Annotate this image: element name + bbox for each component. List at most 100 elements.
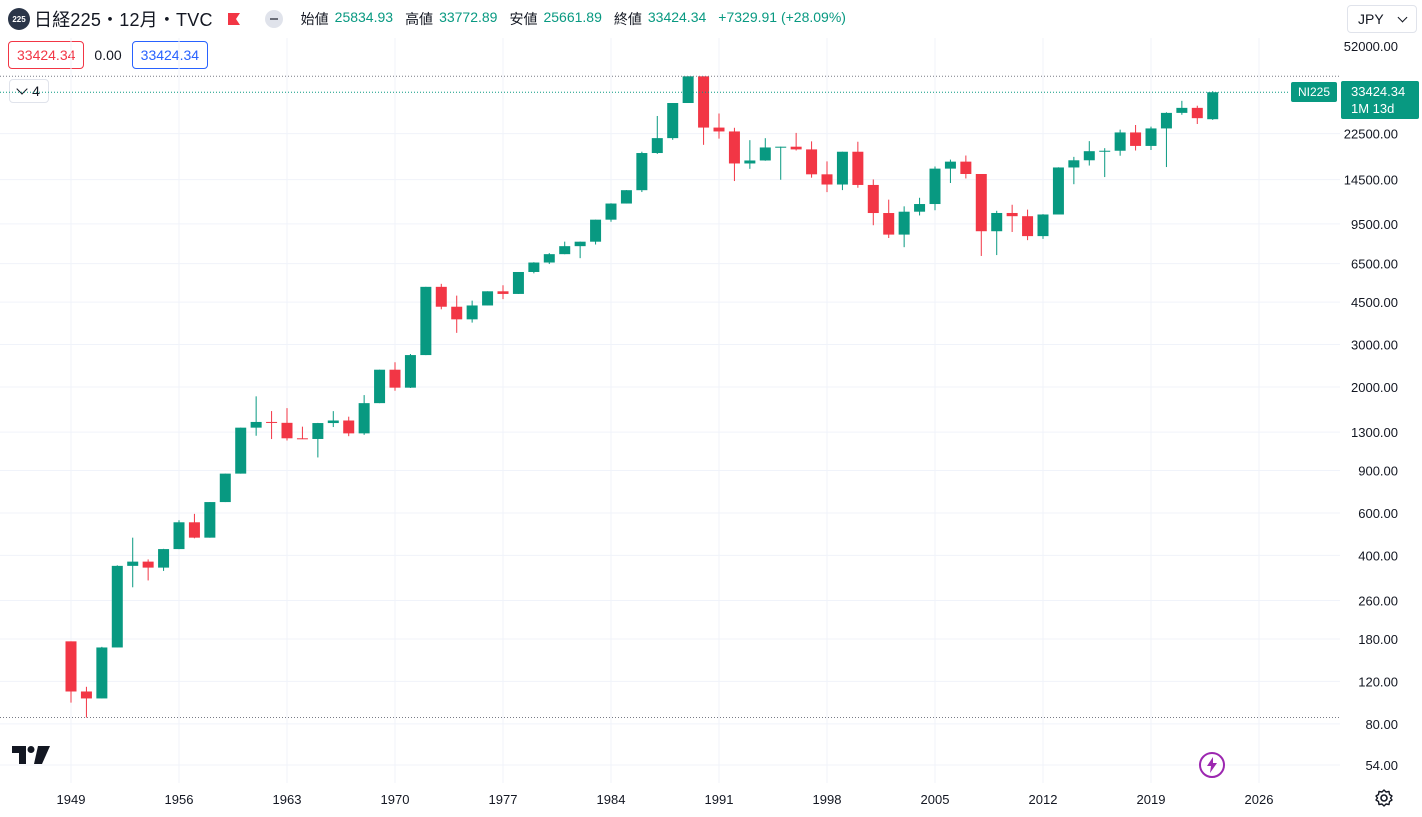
candle-body (1191, 107, 1203, 119)
x-tick-label: 1991 (705, 792, 734, 807)
candle-body (451, 306, 463, 320)
trade-row: 33424.34 0.00 33424.34 (8, 41, 209, 69)
candle-body (636, 153, 648, 191)
candle-body (944, 161, 956, 169)
y-tick-label: 1300.00 (1351, 425, 1398, 440)
x-tick-label: 1963 (273, 792, 302, 807)
y-tick-label: 6500.00 (1351, 257, 1398, 272)
candle-body (543, 254, 555, 263)
candle-body (1130, 132, 1142, 146)
ohlc-high-value: 33772.89 (439, 9, 498, 25)
candle-body (1207, 92, 1219, 120)
lightning-icon[interactable] (1198, 751, 1226, 779)
price-tag-value: 33424.34 (1351, 84, 1406, 99)
candle-body (605, 203, 617, 220)
candle-body (96, 647, 108, 699)
candle-body (1052, 167, 1064, 215)
ohlc-low-value: 25661.89 (543, 9, 602, 25)
candle-body (806, 149, 818, 175)
candle-body (775, 146, 787, 148)
y-tick-label: 2000.00 (1351, 380, 1398, 395)
y-tick-label: 3000.00 (1351, 338, 1398, 353)
candle-body (250, 421, 262, 428)
indicators-toggle[interactable]: 4 (9, 79, 49, 103)
legend-row: 225 日経225・12月・TVC 始値 25834.93 高値 33772.89 … (8, 6, 852, 32)
candle-body (512, 271, 524, 294)
x-axis: 1949 1956 1963 1970 1977 1984 1991 1998 2005 2012… (57, 792, 1274, 807)
candle-body (1145, 128, 1157, 146)
candle-body (296, 438, 308, 440)
price-tag: 33424.34 1M 13d (1341, 81, 1419, 119)
candle-body (1006, 212, 1018, 217)
y-axis: 54.00 80.00 120.00 180.00 260.00 400.00 600.00… (1344, 39, 1398, 773)
candle-body (466, 305, 478, 320)
ohlc-values: 始値 25834.93 高値 33772.89 安値 25661.89 終値 33424… (301, 9, 852, 29)
candle-body (312, 423, 324, 439)
candle-body (836, 151, 848, 185)
y-tick-label: 260.00 (1358, 594, 1398, 609)
y-tick-label: 22500.00 (1344, 127, 1398, 142)
candle-body (219, 473, 231, 503)
y-tick-label: 180.00 (1358, 632, 1398, 647)
candle-body (559, 246, 571, 255)
candle-body (158, 549, 170, 568)
candle-body (528, 262, 540, 272)
candle-body (744, 160, 756, 164)
gear-icon[interactable] (1374, 788, 1394, 808)
flag-icon[interactable] (227, 12, 241, 26)
candle-body (435, 286, 447, 307)
candle-body (497, 291, 509, 294)
candle-body (343, 420, 355, 434)
x-tick-label: 1956 (165, 792, 194, 807)
candle-body (127, 561, 139, 566)
overlay (0, 75, 1340, 719)
candle-body (1176, 107, 1188, 113)
x-tick-label: 2026 (1245, 792, 1274, 807)
candle-body (713, 127, 725, 132)
candle-body (867, 184, 879, 214)
candle-body (667, 103, 679, 139)
y-tick-label: 14500.00 (1344, 173, 1398, 188)
ohlc-close-value: 33424.34 (647, 9, 707, 25)
symbol-tag-label: NI225 (1297, 85, 1331, 99)
spread-value: 0.00 (94, 47, 122, 63)
candle-body (682, 76, 694, 104)
symbol-title[interactable]: 日経225・12月・TVC (34, 10, 213, 30)
candles (65, 76, 1219, 718)
grid (0, 38, 1340, 783)
candle-body (1114, 132, 1126, 151)
candle-body (960, 161, 972, 174)
candle-body (173, 522, 185, 550)
candle-body (204, 502, 216, 538)
candle-body (1099, 150, 1111, 152)
currency-label: JPY (1358, 11, 1384, 27)
candle-body (142, 561, 154, 568)
candle-body (620, 190, 632, 204)
symbol-icon[interactable]: 225 (8, 8, 30, 30)
candle-body (790, 146, 802, 150)
candle-body (188, 522, 200, 538)
candle-body (1083, 151, 1095, 161)
x-tick-label: 2012 (1029, 792, 1058, 807)
ohlc-low-label: 安値 (509, 11, 538, 27)
symbol-tag: NI225 (1291, 82, 1337, 102)
buy-button[interactable]: 33424.34 (131, 41, 209, 69)
currency-select[interactable]: JPY (1347, 5, 1417, 33)
ohlc-open-value: 25834.93 (334, 9, 394, 25)
y-tick-label: 4500.00 (1351, 295, 1398, 310)
candle-body (1068, 160, 1080, 168)
tradingview-logo-icon[interactable] (12, 744, 52, 766)
ohlc-open-label: 始値 (300, 11, 329, 27)
sell-button[interactable]: 33424.34 (8, 41, 85, 69)
price-tag-countdown: 1M 13d (1351, 101, 1395, 116)
indicator-count: 4 (32, 83, 40, 99)
y-tick-label: 120.00 (1358, 674, 1398, 689)
candle-body (852, 151, 864, 185)
eye-icon[interactable] (264, 10, 283, 28)
candle-body (235, 427, 247, 474)
candle-body (590, 219, 602, 242)
candle-body (1160, 112, 1172, 129)
x-tick-label: 2019 (1137, 792, 1166, 807)
candle-body (482, 291, 494, 306)
